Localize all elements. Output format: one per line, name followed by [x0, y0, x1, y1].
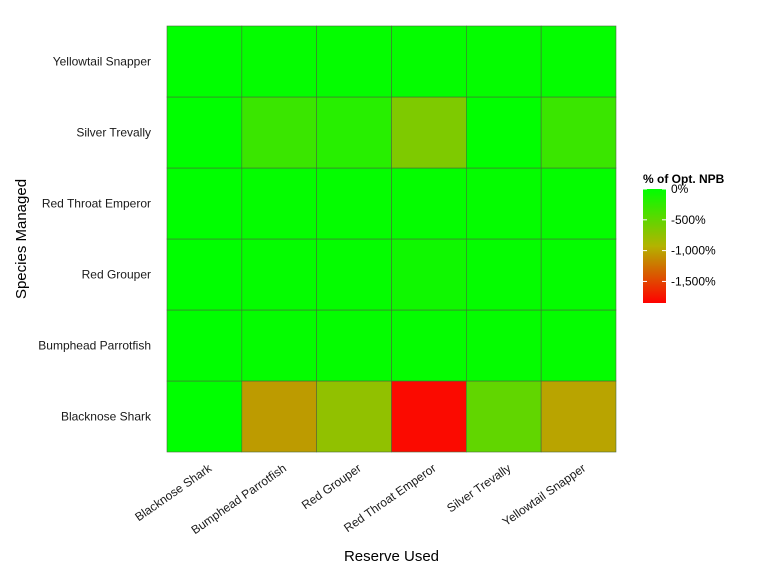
y-tick-label: Red Grouper	[82, 268, 151, 282]
heatmap-cell	[466, 167, 542, 240]
legend-label: -500%	[671, 213, 706, 227]
heatmap-cell	[241, 238, 317, 311]
heatmap-cell	[166, 380, 243, 453]
x-axis-title: Reserve Used	[344, 548, 439, 565]
x-tick-label: Red Grouper	[299, 461, 364, 512]
legend-title: % of Opt. NPB	[643, 172, 725, 186]
legend-label: -1,500%	[671, 274, 716, 288]
heatmap-cell	[241, 309, 317, 382]
heatmap-cell	[241, 96, 317, 169]
heatmap-cell	[316, 238, 392, 311]
heatmap-cell	[166, 238, 243, 311]
y-tick-label: Silver Trevally	[76, 126, 151, 140]
heatmap-cell	[466, 25, 542, 98]
heatmap-cell	[391, 309, 467, 382]
x-tick-label: Blacknose Shark	[132, 460, 215, 524]
heatmap-cell	[241, 167, 317, 240]
heatmap-cell	[466, 309, 542, 382]
heatmap-cell	[466, 380, 542, 453]
heatmap-cell	[316, 167, 392, 240]
x-tick-label: Yellowtail Snapper	[500, 461, 589, 529]
heatmap-cell	[316, 309, 392, 382]
heatmap-cell	[391, 238, 467, 311]
heatmap-cell	[391, 167, 467, 240]
heatmap-cell	[540, 238, 617, 311]
heatmap-cell	[316, 380, 392, 453]
heatmap-cell	[391, 96, 467, 169]
heatmap-cells	[166, 25, 617, 453]
heatmap-cell	[166, 25, 243, 98]
x-tick-label: Silver Trevally	[444, 461, 513, 515]
heatmap-cell	[166, 309, 243, 382]
y-axis-tick-labels: Blacknose Shark Bumphead Parrotfish Red Gr…	[38, 55, 152, 424]
heatmap-cell	[391, 25, 467, 98]
heatmap-cell	[540, 309, 617, 382]
y-tick-label: Bumphead Parrotfish	[38, 339, 151, 353]
y-axis-title: Species Managed	[13, 179, 30, 299]
y-tick-label: Red Throat Emperor	[42, 197, 151, 211]
y-tick-label: Blacknose Shark	[61, 410, 152, 424]
legend: % of Opt. NPB 0% -500% -1,000% -1,500%	[643, 172, 725, 303]
heatmap-cell	[316, 25, 392, 98]
heatmap-cell	[540, 167, 617, 240]
heatmap-cell	[316, 96, 392, 169]
heatmap-cell	[540, 25, 617, 98]
legend-label: -1,000%	[671, 244, 716, 258]
heatmap-cell	[391, 380, 467, 453]
heatmap-cell	[466, 238, 542, 311]
heatmap-cell	[466, 96, 542, 169]
y-tick-label: Yellowtail Snapper	[53, 55, 151, 69]
heatmap-cell	[540, 96, 617, 169]
heatmap-cell	[166, 167, 243, 240]
heatmap-cell	[166, 96, 243, 169]
heatmap-cell	[540, 380, 617, 453]
heatmap-cell	[241, 380, 317, 453]
legend-color-bar	[643, 189, 666, 303]
legend-label: 0%	[671, 182, 689, 196]
heatmap-cell	[241, 25, 317, 98]
